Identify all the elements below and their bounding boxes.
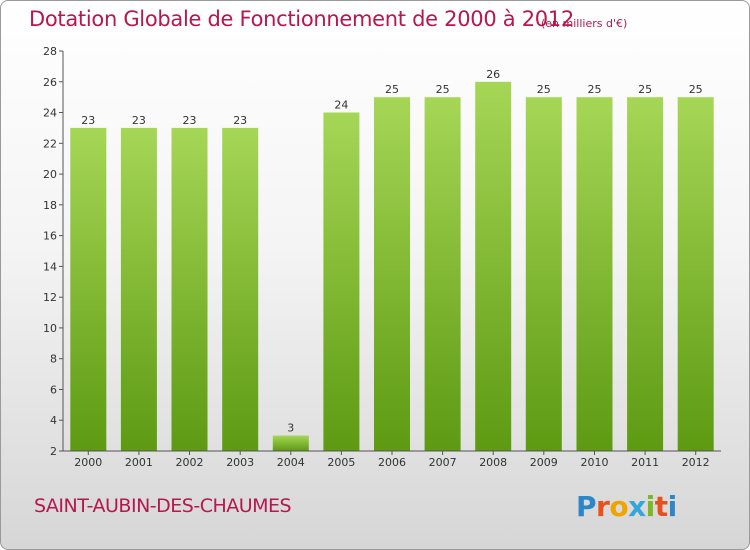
bar-2000 (70, 127, 107, 452)
x-tick-label-2012: 2012 (682, 456, 710, 469)
proxiti-logo: Proxiti (576, 490, 677, 523)
data-label-2007: 25 (436, 83, 450, 96)
bar-2007 (424, 97, 461, 451)
logo-letter: x (628, 490, 646, 523)
y-tick-label-18: 18 (43, 199, 57, 212)
y-tick-label-12: 12 (43, 291, 57, 304)
bar-2006 (374, 97, 410, 451)
data-label-2006: 25 (385, 83, 399, 96)
data-label-2010: 25 (588, 83, 602, 96)
y-tick-label-6: 6 (50, 384, 57, 397)
y-tick-label-10: 10 (43, 322, 57, 335)
bar-2002 (171, 127, 208, 452)
data-label-2002: 23 (183, 114, 197, 127)
x-tick-label-2006: 2006 (378, 456, 406, 469)
chart-units: (en milliers d'€) (541, 17, 628, 30)
x-tick-label-2005: 2005 (327, 456, 355, 469)
logo-letter: r (596, 490, 610, 523)
y-tick-label-4: 4 (50, 414, 57, 427)
x-tick-label-2008: 2008 (479, 456, 507, 469)
x-tick-label-2009: 2009 (530, 456, 558, 469)
x-tick-label-2004: 2004 (277, 456, 305, 469)
logo-letter: i (645, 490, 656, 523)
bar-2010 (576, 97, 613, 451)
x-tick-label-2001: 2001 (125, 456, 153, 469)
bar-2003 (222, 127, 259, 452)
y-tick-label-20: 20 (43, 168, 57, 181)
bar-2009 (525, 97, 562, 451)
data-label-2011: 25 (638, 83, 652, 96)
x-tick-label-2011: 2011 (631, 456, 659, 469)
x-tick-label-2010: 2010 (581, 456, 609, 469)
logo-letter: t (654, 490, 668, 523)
y-tick-label-14: 14 (43, 260, 57, 273)
bar-2004 (272, 435, 309, 451)
data-label-2012: 25 (689, 83, 703, 96)
y-tick-label-28: 28 (43, 45, 57, 58)
bar-2001 (120, 127, 157, 452)
chart-title: Dotation Globale de Fonctionnement de 20… (29, 7, 574, 31)
y-tick-label-2: 2 (50, 445, 57, 458)
data-label-2001: 23 (132, 114, 146, 127)
x-tick-label-2003: 2003 (226, 456, 254, 469)
x-tick-label-2007: 2007 (429, 456, 457, 469)
bar-2011 (627, 97, 664, 451)
logo-letter: i (667, 490, 678, 523)
y-tick-label-22: 22 (43, 137, 57, 150)
axes-group: 2000 2001 2002 2003 2004 2005 2006 2007 2008 2009… (43, 45, 721, 469)
x-tick-label-2002: 2002 (176, 456, 204, 469)
data-label-2000: 23 (81, 114, 95, 127)
bar-2005 (323, 112, 360, 451)
data-label-2003: 23 (233, 114, 247, 127)
y-tick-label-8: 8 (50, 353, 57, 366)
logo-letter: o (609, 490, 629, 523)
bar-2012 (677, 97, 714, 451)
y-tick-label-26: 26 (43, 76, 57, 89)
y-tick-label-24: 24 (43, 107, 57, 120)
data-label-2005: 24 (334, 99, 348, 112)
data-label-2008: 26 (486, 68, 500, 81)
bars-group: 23 23 23 23 3 24 25 25 26 25 25 25 25 (70, 68, 714, 452)
data-label-2009: 25 (537, 83, 551, 96)
data-label-2004: 3 (287, 422, 294, 435)
bar-2008 (475, 81, 512, 452)
logo-letter: P (576, 490, 597, 523)
x-tick-label-2000: 2000 (74, 456, 102, 469)
y-tick-label-16: 16 (43, 230, 57, 243)
commune-name: SAINT-AUBIN-DES-CHAUMES (34, 495, 292, 517)
